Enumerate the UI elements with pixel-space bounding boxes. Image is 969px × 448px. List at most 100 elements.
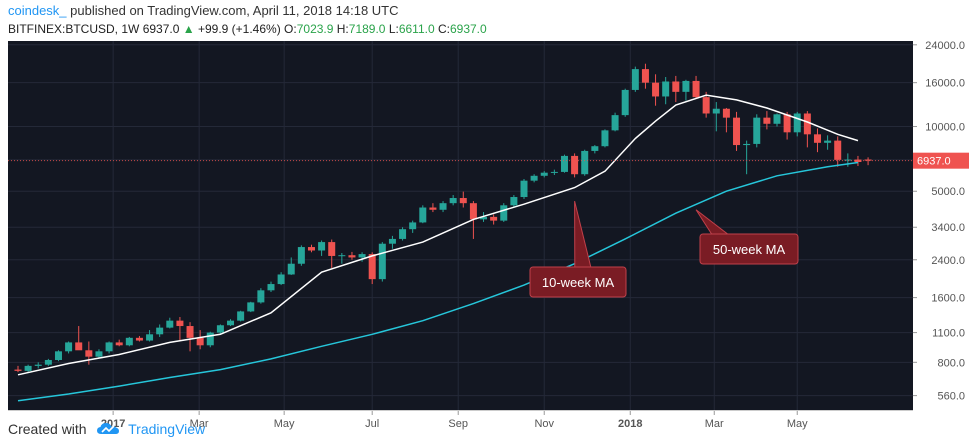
candle-body — [641, 69, 649, 83]
tradingview-cloud-icon — [96, 422, 120, 439]
candle-body — [824, 140, 832, 143]
candle-body — [24, 365, 32, 371]
annotation-ma50-label: 50-week MA — [713, 242, 786, 257]
candle-body — [95, 351, 103, 357]
candle-body — [520, 180, 528, 198]
last-price-badge-label: 6937.0 — [917, 156, 951, 168]
candle-body — [14, 369, 22, 371]
annotation-pointer — [574, 200, 592, 268]
candle-body — [621, 89, 629, 116]
candle-body — [459, 198, 467, 204]
x-tick-label: Jul — [365, 418, 379, 430]
candle-body — [550, 171, 558, 173]
footer: Created with TradingView — [8, 421, 205, 439]
candle-body — [682, 80, 690, 92]
candle-body — [85, 350, 93, 357]
candle-body — [328, 242, 336, 256]
ma50-line — [17, 161, 859, 402]
time-axis-svg: 2017 Mar May Jul Sep Nov 2018 Mar May — [101, 411, 808, 430]
candle-body — [571, 155, 579, 175]
low-value: 6611.0 — [398, 22, 435, 36]
open-label: O: — [284, 22, 297, 36]
candle-body — [227, 320, 235, 326]
candle-body — [591, 146, 599, 151]
symbol-line: BITFINEX:BTCUSD, 1W 6937.0 ▲ +99.9 (+1.4… — [8, 22, 487, 36]
last-price-badge — [913, 152, 969, 169]
publisher-link[interactable]: coindesk_ — [8, 3, 67, 18]
tradingview-link[interactable]: TradingView — [128, 421, 206, 437]
candle-body — [105, 342, 113, 352]
candle-body — [65, 342, 73, 352]
candle-body — [480, 216, 488, 220]
y-tick-label: 560.0 — [937, 391, 965, 403]
candle-body — [358, 254, 366, 258]
candle-body — [378, 243, 386, 280]
candle-body — [510, 197, 518, 206]
candle-body — [783, 114, 791, 133]
candle-body — [318, 242, 326, 251]
candle-body — [409, 222, 417, 230]
candle-body — [712, 108, 720, 114]
x-tick-label: Mar — [190, 418, 209, 430]
candle-body — [793, 113, 801, 133]
x-tick-label: 2018 — [618, 418, 642, 430]
candle-body — [469, 203, 477, 220]
candle-body — [733, 117, 741, 146]
candle-body — [125, 337, 133, 346]
x-tick-label: Sep — [448, 418, 468, 430]
candle-body — [813, 134, 821, 143]
time-axis[interactable]: 2017 Mar May Jul Sep Nov 2018 Mar May — [8, 410, 913, 430]
candle-body — [631, 69, 639, 90]
candle-body — [722, 108, 730, 118]
candle-body — [773, 114, 781, 124]
y-tick-label: 1100.0 — [932, 328, 965, 340]
y-tick-label: 3400.0 — [931, 222, 965, 234]
annotation-box — [529, 266, 627, 298]
price-axis-svg: 24000.016000.010000.07000.05000.03400.02… — [913, 40, 969, 403]
candle-body — [611, 115, 619, 131]
last-price: 6937.0 — [142, 22, 180, 36]
up-arrow-icon: ▲ — [182, 22, 195, 36]
candle-body — [115, 342, 123, 346]
y-tick-label: 24000.0 — [925, 41, 965, 52]
x-tick-label: May — [274, 418, 295, 430]
candle-body — [186, 326, 194, 338]
chart-svg: 10-week MA 50-week MA — [8, 41, 913, 410]
candle-body — [338, 255, 346, 257]
chart-plot-area[interactable]: 10-week MA 50-week MA — [8, 41, 913, 410]
symbol-label: BITFINEX:BTCUSD, 1W — [8, 22, 140, 36]
close-value: 6937.0 — [449, 22, 487, 36]
candle-body — [581, 150, 589, 175]
candle-body — [490, 216, 498, 221]
candle-body — [834, 140, 842, 160]
close-label: C: — [437, 22, 450, 36]
y-tick-label: 2400.0 — [931, 255, 965, 267]
price-axis[interactable]: 24000.016000.010000.07000.05000.03400.02… — [913, 40, 969, 410]
candle-body — [560, 155, 568, 172]
candle-body — [540, 172, 548, 176]
low-label: L: — [388, 22, 399, 36]
x-tick-label: Nov — [534, 418, 554, 430]
candle-body — [388, 238, 396, 244]
candle-body — [844, 159, 852, 161]
publish-info: published on TradingView.com, April 11, … — [70, 3, 399, 18]
y-tick-label: 1600.0 — [931, 293, 965, 305]
candle-body — [368, 254, 376, 280]
candle-body — [216, 325, 224, 333]
candle-body — [439, 203, 447, 210]
candle-body — [257, 290, 265, 303]
candle-body — [166, 320, 174, 328]
candle-body — [652, 82, 660, 97]
high-label: H: — [336, 22, 349, 36]
candle-body — [237, 311, 245, 321]
candle-body — [196, 337, 204, 346]
annotation-pointer — [695, 209, 730, 235]
annotation-box — [699, 233, 799, 265]
candle-body — [419, 207, 427, 223]
candle-body — [803, 113, 811, 135]
candle-body — [277, 274, 285, 285]
publish-line: coindesk_ published on TradingView.com, … — [8, 3, 399, 18]
candle-body — [206, 332, 214, 346]
candle-body — [34, 364, 42, 366]
candle-body — [753, 117, 761, 144]
